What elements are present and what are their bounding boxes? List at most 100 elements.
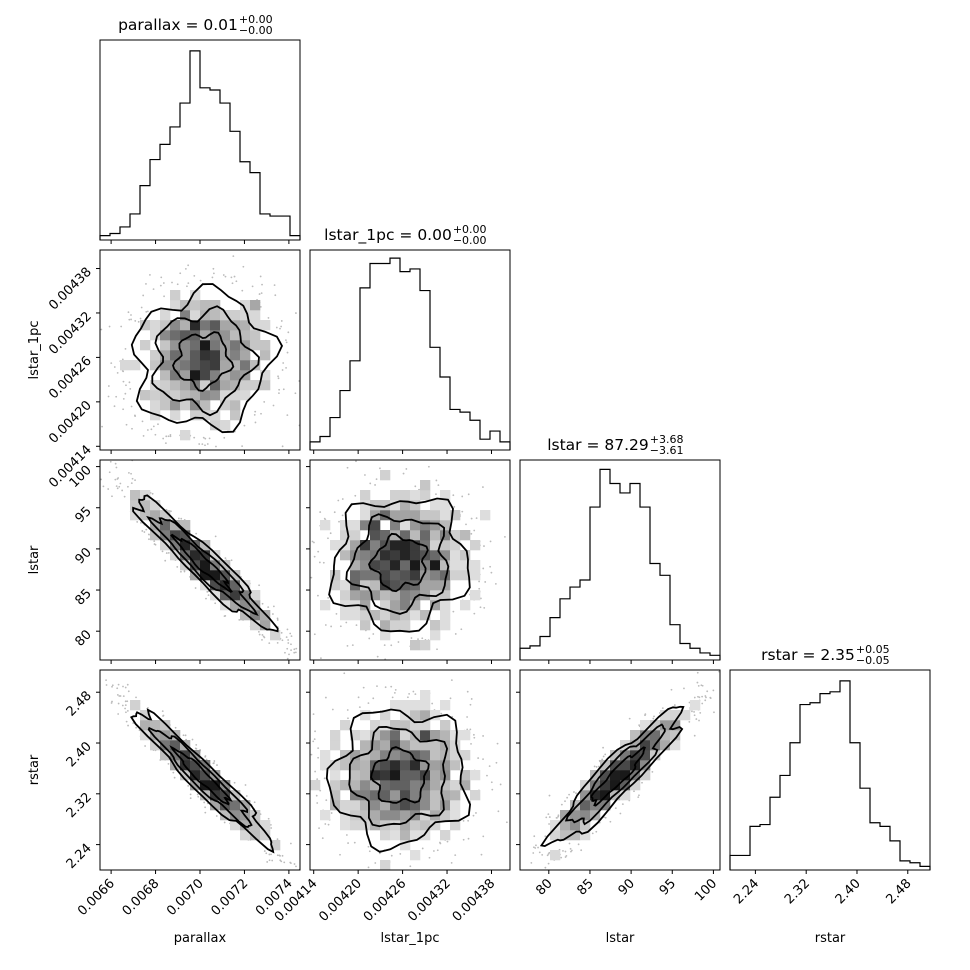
sample-point (346, 709, 349, 711)
sample-point (300, 572, 302, 574)
density-cell (670, 730, 681, 741)
sample-point (135, 696, 137, 699)
sample-point (566, 796, 569, 799)
density-cell (250, 620, 261, 631)
density-cell (390, 770, 401, 781)
sample-point (167, 762, 170, 765)
sample-point (547, 813, 550, 816)
contour-level-1 (132, 494, 279, 633)
density-cell (250, 830, 261, 841)
sample-point (328, 893, 330, 895)
sample-point (333, 511, 336, 514)
sample-point (317, 747, 320, 750)
sample-point (467, 837, 470, 840)
density-cell (190, 300, 201, 311)
sample-point (224, 275, 227, 278)
density-cell (340, 590, 351, 601)
density-cell (370, 720, 381, 731)
density-cell (420, 560, 431, 571)
sample-point (384, 686, 387, 689)
density-cell (420, 820, 431, 831)
density-cell (330, 540, 341, 551)
sample-point (475, 517, 478, 520)
sample-point (95, 451, 97, 453)
sample-point (470, 698, 473, 700)
sample-point (282, 388, 285, 391)
sample-point (408, 693, 411, 695)
sample-point (479, 606, 482, 609)
sample-point (198, 443, 201, 445)
density-cell (390, 620, 401, 631)
panel-content (310, 672, 508, 870)
sample-point (134, 479, 136, 482)
contour-level-2 (564, 723, 666, 826)
density-cell (250, 300, 261, 311)
density-cell (240, 820, 251, 831)
density-cell (430, 770, 441, 781)
density-cell (360, 500, 371, 511)
density-cell (200, 340, 211, 351)
density-cell (410, 500, 421, 511)
sample-point (186, 285, 188, 288)
contour-level-2 (345, 513, 450, 615)
sample-point (276, 854, 279, 857)
sample-point (521, 884, 523, 886)
sample-point (311, 540, 314, 543)
sample-point (208, 437, 211, 440)
density-cell (250, 320, 261, 331)
sample-point (212, 272, 215, 275)
sample-point (273, 284, 276, 287)
density-cell (450, 790, 461, 801)
sample-point (562, 850, 564, 852)
sample-point (114, 478, 117, 481)
sample-point (499, 783, 502, 786)
density-cell (370, 810, 381, 821)
sample-point (323, 777, 326, 780)
density-cell (160, 340, 171, 351)
sample-point (505, 821, 508, 824)
sample-point (614, 807, 617, 810)
sample-point (121, 358, 124, 361)
density-cell (440, 560, 451, 571)
sample-point (454, 633, 457, 635)
sample-point (125, 711, 127, 714)
sample-point (160, 276, 163, 279)
density-cell (440, 810, 451, 821)
sample-point (204, 811, 207, 814)
density-cell (430, 790, 441, 801)
density-cell (380, 590, 391, 601)
density-cell (190, 780, 201, 791)
density-cell (150, 730, 161, 741)
density-cell (210, 410, 221, 421)
sample-point (470, 742, 472, 745)
sample-point (115, 466, 118, 469)
sample-point (604, 816, 607, 819)
sample-point (364, 474, 366, 476)
density-cell (360, 510, 371, 521)
density-cell (240, 350, 251, 361)
contour-level-1 (325, 708, 472, 853)
sample-point (453, 505, 456, 508)
sample-point (691, 710, 693, 713)
density-cell (550, 820, 561, 831)
x-tick-label: 0.0068 (120, 876, 163, 919)
sample-point (409, 865, 412, 868)
density-cell (620, 790, 631, 801)
sample-point (564, 800, 566, 803)
contour-level-1 (539, 705, 685, 848)
sample-point (544, 866, 547, 869)
density-cell (180, 380, 191, 391)
density-cell (180, 540, 191, 551)
density-cell (460, 560, 471, 571)
density-cell (350, 780, 361, 791)
density-cell (310, 780, 321, 791)
sample-point (281, 639, 284, 642)
density-cell (170, 330, 181, 341)
density-cell (410, 820, 421, 831)
density-cell (220, 370, 231, 381)
panel-content (100, 255, 300, 448)
x-tick-label: 0.0066 (75, 876, 118, 919)
sample-point (320, 657, 322, 660)
sample-point (313, 541, 315, 544)
sample-point (159, 284, 162, 287)
